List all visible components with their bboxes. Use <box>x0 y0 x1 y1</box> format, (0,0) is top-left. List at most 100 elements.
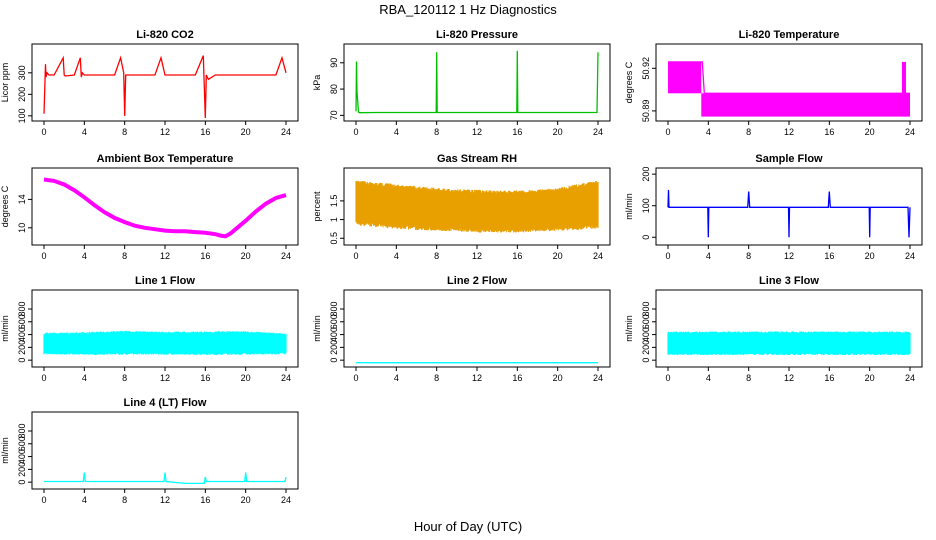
x-tick-label: 4 <box>82 251 87 261</box>
y-tick-label: 400 <box>641 327 651 342</box>
panel-5: Sample Flow ml/min 0 4 8 12 16 20 24 0 100 200 <box>624 153 923 261</box>
series-line <box>355 50 599 114</box>
panel-4: Gas Stream RH percent 0 4 8 12 16 20 24 0.5 1 1.5 <box>312 153 611 261</box>
x-tick-label: 0 <box>665 251 670 261</box>
y-tick-label: 90 <box>329 58 339 68</box>
panel-title: Gas Stream RH <box>437 153 517 165</box>
plot-frame <box>31 289 299 368</box>
y-axis-label: ml/min <box>624 315 634 342</box>
y-axis-label: ml/min <box>0 315 10 342</box>
y-tick-label: 800 <box>17 423 27 438</box>
y-tick-label: 600 <box>17 314 27 329</box>
y-tick-label: 200 <box>329 340 339 355</box>
y-axis-label: Licor ppm <box>0 63 10 103</box>
x-tick-label: 24 <box>905 251 915 261</box>
x-tick-label: 20 <box>241 495 251 505</box>
x-tick-label: 12 <box>472 251 482 261</box>
panel-0: Li-820 CO2 Licor ppm 0 4 8 12 16 20 24 100 200 300 <box>0 29 299 137</box>
y-tick-label: 400 <box>329 327 339 342</box>
y-axis-label: ml/min <box>0 437 10 464</box>
data-layer <box>43 55 287 119</box>
x-tick-label: 0 <box>41 251 46 261</box>
x-tick-label: 0 <box>353 127 358 137</box>
x-tick-label: 12 <box>472 127 482 137</box>
plot-frame <box>655 289 923 368</box>
y-tick-label: 10 <box>17 223 27 233</box>
y-tick-label: 400 <box>17 449 27 464</box>
x-tick-label: 8 <box>434 127 439 137</box>
x-tick-label: 8 <box>122 251 127 261</box>
x-tick-label: 16 <box>200 251 210 261</box>
x-tick-label: 12 <box>784 127 794 137</box>
x-tick-label: 8 <box>122 373 127 383</box>
series-line <box>44 472 287 485</box>
y-tick-label: 50.92 <box>641 57 651 80</box>
x-tick-label: 12 <box>160 251 170 261</box>
figure-title: RBA_120112 1 Hz Diagnostics <box>379 2 557 17</box>
x-tick-label: 20 <box>865 127 875 137</box>
quantized-block <box>901 61 906 117</box>
x-tick-label: 0 <box>41 495 46 505</box>
y-axis-label: degrees C <box>624 61 634 103</box>
y-axis-label: ml/min <box>312 315 322 342</box>
series-line <box>667 189 911 238</box>
x-tick-label: 8 <box>122 495 127 505</box>
quantized-block <box>701 93 910 117</box>
y-tick-label: 1.5 <box>329 195 339 208</box>
plot-frame <box>31 43 299 122</box>
x-tick-label: 12 <box>160 127 170 137</box>
x-tick-label: 8 <box>434 373 439 383</box>
x-tick-label: 24 <box>281 373 291 383</box>
series-line <box>43 55 287 119</box>
x-tick-label: 20 <box>241 251 251 261</box>
y-axis-label: kPa <box>312 75 322 91</box>
y-tick-label: 200 <box>17 340 27 355</box>
x-tick-label: 24 <box>905 127 915 137</box>
panel-title: Li-820 CO2 <box>136 29 193 41</box>
y-tick-label: 70 <box>329 110 339 120</box>
panel-title: Li-820 Pressure <box>436 29 518 41</box>
x-tick-label: 20 <box>553 127 563 137</box>
x-tick-label: 4 <box>82 495 87 505</box>
x-tick-label: 0 <box>41 127 46 137</box>
x-tick-label: 4 <box>394 373 399 383</box>
series-line <box>43 177 287 239</box>
x-tick-label: 24 <box>593 373 603 383</box>
y-axis-label: ml/min <box>624 193 634 220</box>
panel-8: Line 3 Flow ml/min 0 4 8 12 16 20 24 0 20040060080… <box>624 275 923 383</box>
x-tick-label: 24 <box>281 127 291 137</box>
panel-2: Li-820 Temperature degrees C 0 4 8 12 16 20 24 50… <box>624 29 923 137</box>
x-tick-label: 0 <box>665 127 670 137</box>
x-tick-label: 16 <box>200 127 210 137</box>
x-tick-label: 8 <box>746 373 751 383</box>
x-tick-label: 8 <box>434 251 439 261</box>
data-layer <box>43 177 287 239</box>
data-layer <box>43 330 287 355</box>
y-tick-label: 0.5 <box>329 232 339 245</box>
x-tick-label: 12 <box>784 373 794 383</box>
x-tick-label: 16 <box>200 373 210 383</box>
y-tick-label: 0 <box>17 358 27 363</box>
x-tick-label: 8 <box>746 251 751 261</box>
y-tick-label: 200 <box>17 87 27 102</box>
x-tick-label: 4 <box>82 373 87 383</box>
x-tick-label: 12 <box>784 251 794 261</box>
y-tick-label: 0 <box>641 235 651 240</box>
data-layer <box>44 472 287 485</box>
x-tick-label: 16 <box>200 495 210 505</box>
y-tick-label: 200 <box>17 462 27 477</box>
x-tick-label: 8 <box>746 127 751 137</box>
x-tick-label: 24 <box>281 495 291 505</box>
y-tick-label: 600 <box>329 314 339 329</box>
x-tick-label: 12 <box>160 373 170 383</box>
y-axis-label: percent <box>312 191 322 222</box>
x-tick-label: 16 <box>824 127 834 137</box>
quantized-block <box>668 61 702 94</box>
x-tick-label: 4 <box>706 251 711 261</box>
panel-6: Line 1 Flow ml/min 0 4 8 12 16 20 24 0 20040060080… <box>0 275 299 383</box>
y-tick-label: 200 <box>641 167 651 182</box>
panel-9: Line 4 (LT) Flow ml/min 0 4 8 12 16 20 24 0 200400… <box>0 397 299 505</box>
x-tick-label: 8 <box>122 127 127 137</box>
x-tick-label: 0 <box>41 373 46 383</box>
